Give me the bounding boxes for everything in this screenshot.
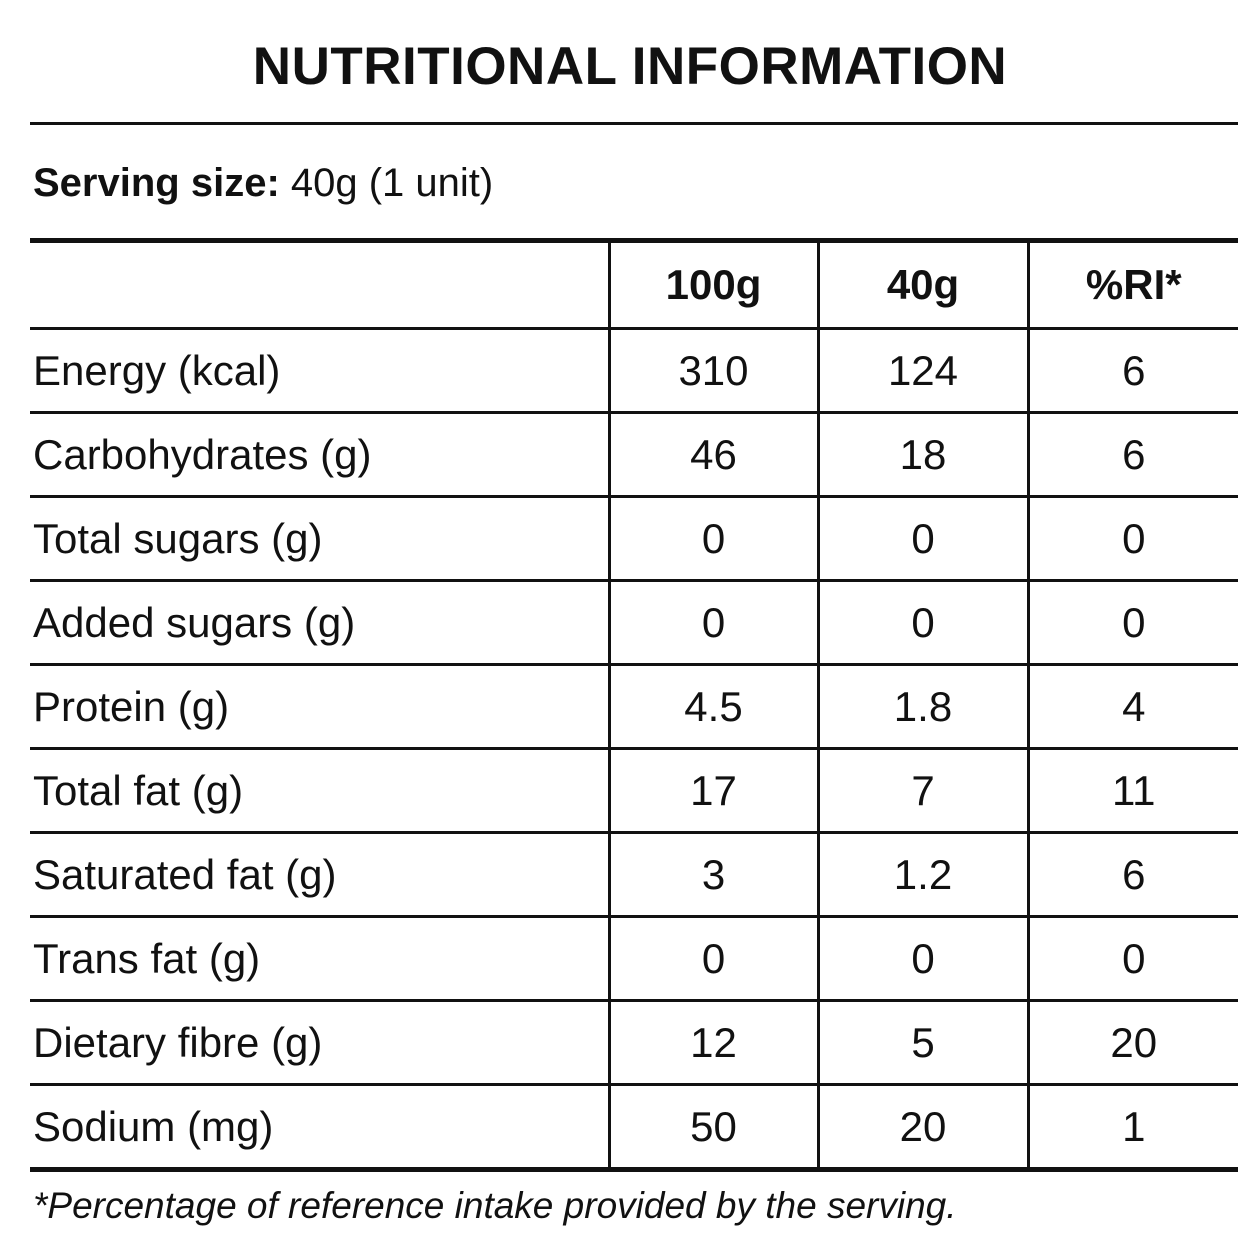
cell-100g: 17 [609, 748, 820, 834]
table-row: Dietary fibre (g) 12 5 20 [30, 1000, 1238, 1086]
cell-40g: 1.2 [818, 832, 1030, 918]
table-row: Saturated fat (g) 3 1.2 6 [30, 832, 1238, 918]
cell-ri: 6 [1028, 328, 1238, 414]
cell-40g: 0 [818, 496, 1030, 582]
cell-ri: 4 [1028, 664, 1238, 750]
cell-100g: 12 [609, 1000, 820, 1086]
header-ri: %RI* [1028, 240, 1238, 330]
table-row: Added sugars (g) 0 0 0 [30, 580, 1238, 666]
cell-40g: 1.8 [818, 664, 1030, 750]
table-row: Total fat (g) 17 7 11 [30, 748, 1238, 834]
cell-ri: 6 [1028, 412, 1238, 498]
cell-ri: 0 [1028, 916, 1238, 1002]
row-label: Added sugars (g) [30, 580, 611, 666]
cell-40g: 0 [818, 580, 1030, 666]
cell-40g: 5 [818, 1000, 1030, 1086]
serving-size: Serving size: 40g (1 unit) [33, 161, 493, 205]
serving-size-label: Serving size: [33, 161, 280, 205]
cell-40g: 20 [818, 1084, 1030, 1171]
header-100g: 100g [609, 240, 820, 330]
row-label: Total fat (g) [30, 748, 611, 834]
nutrition-table: 100g 40g %RI* Energy (kcal) 310 124 6 Ca… [30, 238, 1238, 1172]
cell-ri: 1 [1028, 1084, 1238, 1171]
cell-ri: 0 [1028, 580, 1238, 666]
title-divider [30, 122, 1238, 125]
cell-ri: 0 [1028, 496, 1238, 582]
cell-100g: 0 [609, 580, 820, 666]
cell-ri: 6 [1028, 832, 1238, 918]
cell-100g: 4.5 [609, 664, 820, 750]
cell-40g: 7 [818, 748, 1030, 834]
cell-100g: 0 [609, 496, 820, 582]
cell-40g: 18 [818, 412, 1030, 498]
cell-100g: 0 [609, 916, 820, 1002]
table-row: Trans fat (g) 0 0 0 [30, 916, 1238, 1002]
row-label: Trans fat (g) [30, 916, 611, 1002]
cell-100g: 50 [609, 1084, 820, 1171]
cell-100g: 46 [609, 412, 820, 498]
table-row: Sodium (mg) 50 20 1 [30, 1084, 1238, 1171]
table-row: Energy (kcal) 310 124 6 [30, 328, 1238, 414]
cell-40g: 0 [818, 916, 1030, 1002]
reference-intake-footnote: *Percentage of reference intake provided… [33, 1185, 957, 1226]
row-label: Energy (kcal) [30, 328, 611, 414]
table-row: Total sugars (g) 0 0 0 [30, 496, 1238, 582]
table-row: Carbohydrates (g) 46 18 6 [30, 412, 1238, 498]
header-40g: 40g [818, 240, 1030, 330]
row-label: Protein (g) [30, 664, 611, 750]
page-title: NUTRITIONAL INFORMATION [252, 37, 1008, 96]
row-label: Saturated fat (g) [30, 832, 611, 918]
row-label: Total sugars (g) [30, 496, 611, 582]
serving-size-value: 40g (1 unit) [279, 161, 494, 205]
row-label: Sodium (mg) [30, 1084, 611, 1171]
cell-100g: 310 [609, 328, 820, 414]
cell-40g: 124 [818, 328, 1030, 414]
cell-100g: 3 [609, 832, 820, 918]
row-label: Dietary fibre (g) [30, 1000, 611, 1086]
row-label: Carbohydrates (g) [30, 412, 611, 498]
table-row: Protein (g) 4.5 1.8 4 [30, 664, 1238, 750]
cell-ri: 11 [1028, 748, 1238, 834]
cell-ri: 20 [1028, 1000, 1238, 1086]
header-blank [30, 240, 611, 330]
table-header-row: 100g 40g %RI* [30, 240, 1238, 330]
